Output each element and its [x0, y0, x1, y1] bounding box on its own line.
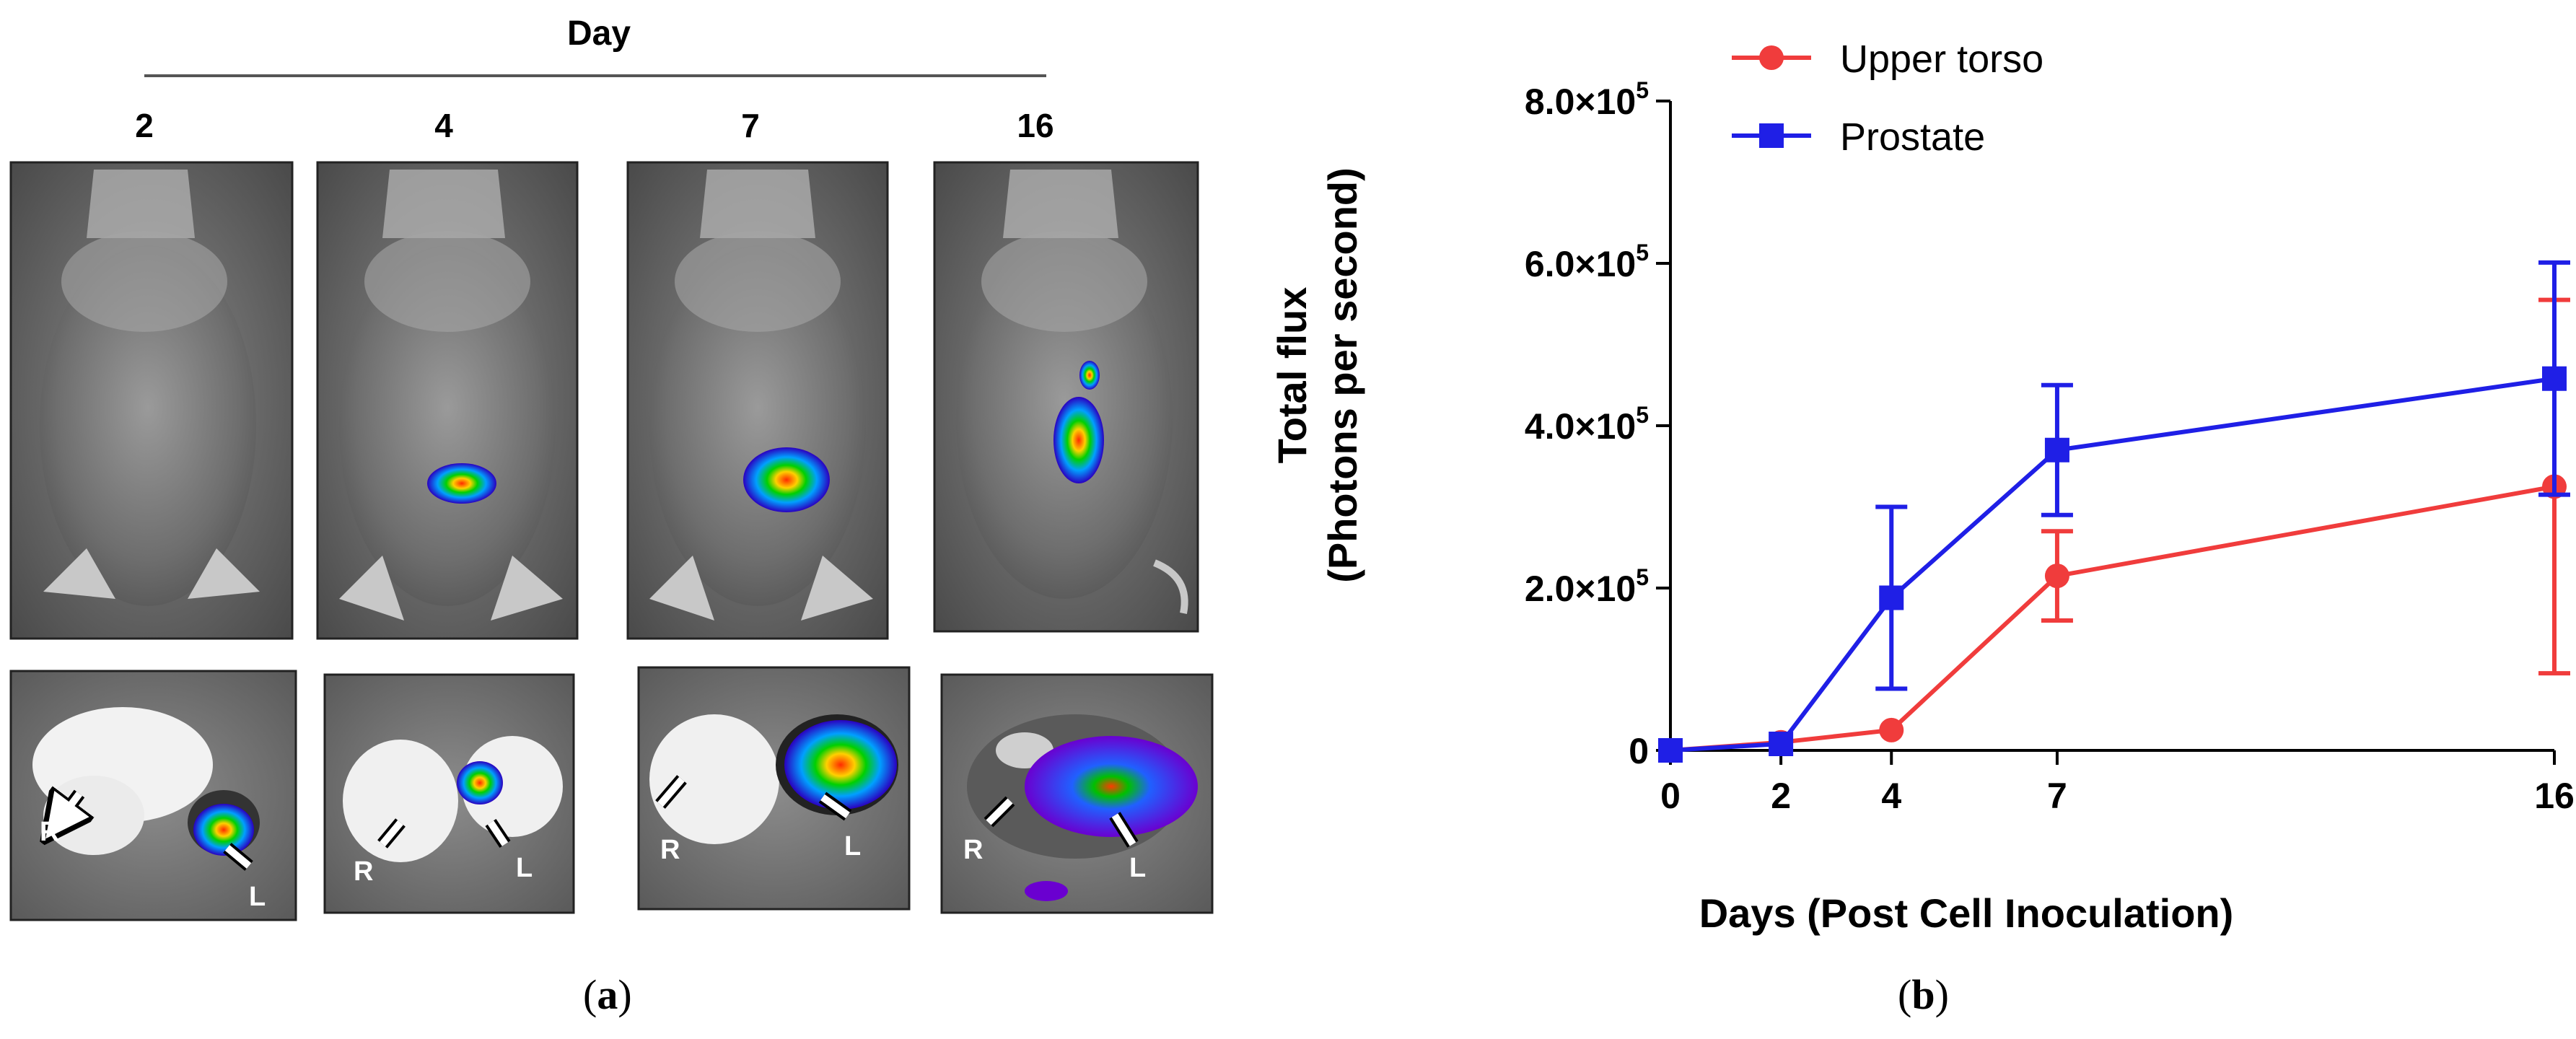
x-tick-label: 16	[2534, 776, 2575, 816]
data-point	[2044, 437, 2069, 462]
organ-image-day-16: R L	[940, 673, 1214, 914]
mouse-image-day-2	[9, 161, 294, 640]
mouse-image-day-4	[316, 161, 579, 640]
bioluminescence-signal	[457, 761, 503, 805]
x-tick-label: 2	[1771, 776, 1791, 816]
series-prostate	[1658, 260, 2570, 763]
series-line	[1670, 484, 2555, 753]
imaging-figure: Day 2 4 7 16	[9, 14, 1214, 921]
right-side-label: R	[40, 817, 59, 847]
data-point	[1769, 732, 1794, 756]
organ-image-day-7: R L	[637, 666, 911, 911]
bioluminescence-signal	[427, 463, 496, 504]
series-upper-torso	[1658, 297, 2570, 763]
legend-label: Upper torso	[1840, 38, 2043, 81]
bioluminescence-signal	[1053, 397, 1104, 483]
y-axis-label: Total flux	[1269, 287, 1315, 464]
day-label-4: 4	[434, 107, 453, 144]
right-side-label: R	[963, 835, 983, 865]
day-label-7: 7	[741, 107, 760, 144]
y-tick-label: 2.0×105	[1525, 564, 1649, 609]
legend-marker	[1759, 45, 1784, 70]
bioluminescence-signal	[784, 720, 897, 810]
data-point	[1879, 717, 1904, 742]
organ-image-day-4: R L	[323, 673, 575, 914]
right-side-label: R	[660, 835, 680, 865]
data-point	[2044, 564, 2069, 589]
chart-series	[1658, 260, 2570, 763]
y-tick-label: 8.0×105	[1525, 77, 1649, 122]
y-axis-label-units: (Photons per second)	[1320, 167, 1365, 583]
data-point	[1658, 738, 1683, 763]
left-side-label: L	[516, 853, 533, 883]
organ-image-day-2: R L	[9, 670, 297, 921]
y-tick-label: 4.0×105	[1525, 402, 1649, 447]
chart-axes: 0 2.0×105 4.0×105 6.0×105 8.0×105 0 2 4 7 16	[1525, 77, 2575, 816]
x-tick-label: 7	[2047, 776, 2067, 816]
x-axis-label: Days (Post Cell Inoculation)	[1699, 890, 2234, 936]
legend-label: Prostate	[1840, 115, 1985, 159]
left-side-label: L	[1129, 853, 1146, 883]
x-tick-label: 4	[1881, 776, 1901, 816]
flux-line-chart: 0 2.0×105 4.0×105 6.0×105 8.0×105 0 2 4 7 16 Uppe…	[1269, 38, 2575, 936]
mouse-image-day-7	[626, 161, 889, 640]
day-label-16: 16	[1017, 107, 1053, 144]
panel-a: Day 2 4 7 16	[0, 0, 1241, 1035]
left-side-label: L	[249, 882, 266, 912]
panel-b-caption: (b)	[1898, 971, 1949, 1018]
legend-item: Upper torso	[1732, 38, 2043, 81]
bioluminescence-signal	[743, 447, 830, 512]
x-tick-label: 0	[1660, 776, 1681, 816]
data-point	[1879, 585, 1904, 610]
left-side-label: L	[844, 831, 861, 862]
legend-item: Prostate	[1732, 115, 1985, 159]
y-tick-label: 0	[1629, 731, 1649, 771]
legend-marker	[1759, 123, 1784, 148]
panel-b: 0 2.0×105 4.0×105 6.0×105 8.0×105 0 2 4 7 16 Uppe…	[1241, 0, 2576, 1035]
day-header: Day	[567, 14, 631, 53]
panel-a-caption: (a)	[583, 971, 632, 1018]
day-label-2: 2	[135, 107, 154, 144]
data-point	[2542, 366, 2567, 391]
bioluminescence-signal	[193, 804, 254, 856]
y-tick-label: 6.0×105	[1525, 240, 1649, 284]
right-side-label: R	[354, 856, 373, 887]
mouse-image-day-16	[933, 161, 1199, 633]
chart-legend: Upper torso Prostate	[1732, 38, 2043, 159]
bioluminescence-signal	[1025, 736, 1198, 837]
